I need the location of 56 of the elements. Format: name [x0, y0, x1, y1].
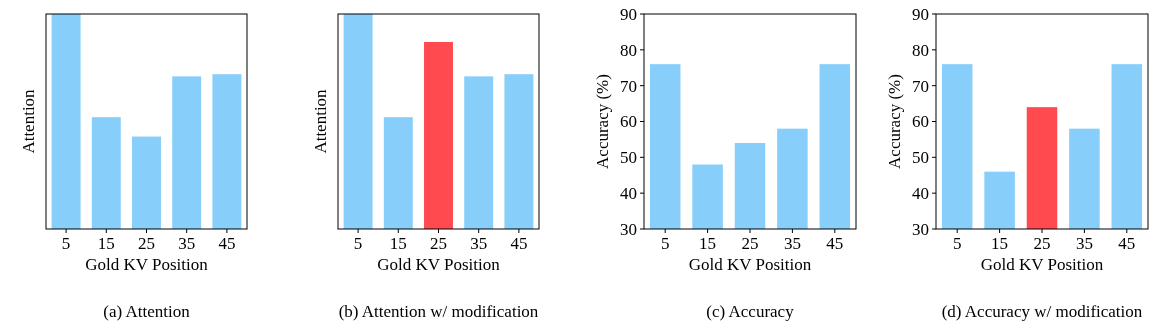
y-tick-label: 30: [912, 219, 929, 239]
y-tick-label: 80: [912, 40, 929, 60]
text: (d) Accuracy w/ modification: [941, 302, 1143, 321]
y-tick-label: 40: [912, 184, 929, 204]
y-axis-title: Accuracy (%): [593, 74, 612, 169]
bar: [504, 74, 534, 229]
bar: [172, 76, 202, 229]
y-tick-label: 70: [620, 76, 637, 96]
y-tick-label: 60: [620, 112, 637, 132]
bar: [212, 74, 242, 229]
y-tick-label: 80: [620, 40, 637, 60]
x-tick-label: 35: [1075, 234, 1093, 253]
x-tick-label: 45: [218, 234, 236, 253]
y-axis-title: Accuracy (%): [885, 74, 904, 169]
x-tick-label: 15: [699, 234, 717, 253]
x-tick-label: 35: [178, 234, 196, 253]
y-tick-label: 30: [620, 219, 637, 239]
y-tick-label: 40: [620, 184, 637, 204]
bar: [383, 117, 413, 229]
x-tick-label: 45: [1118, 234, 1136, 253]
bar: [343, 14, 373, 229]
x-tick-label: 25: [430, 234, 447, 253]
bar: [91, 117, 121, 229]
x-tick-label: 25: [741, 234, 759, 253]
text: (b) Attention w/ modification: [338, 302, 539, 321]
x-tick-label: 25: [1033, 234, 1051, 253]
x-axis-title: Gold KV Position: [980, 255, 1104, 274]
x-tick-label: 25: [138, 234, 155, 253]
x-axis-title: Gold KV Position: [85, 255, 209, 274]
y-tick-label: 90: [620, 4, 637, 24]
text: (c) Accuracy: [706, 302, 795, 321]
bar: [464, 76, 494, 229]
y-tick-label: 90: [912, 4, 929, 24]
x-tick-label: 15: [991, 234, 1009, 253]
x-tick-label: 5: [952, 234, 962, 253]
x-tick-label: 45: [510, 234, 528, 253]
y-axis-title: Attention: [19, 88, 38, 154]
x-tick-label: 35: [470, 234, 488, 253]
bar: [132, 136, 161, 229]
x-tick-label: 5: [61, 234, 71, 253]
x-tick-label: 5: [660, 234, 670, 253]
x-tick-label: 35: [783, 234, 801, 253]
y-tick-label: 70: [912, 76, 929, 96]
y-axis-title: Attention: [311, 88, 330, 154]
y-tick-label: 60: [912, 112, 929, 132]
bar: [51, 14, 81, 229]
y-tick-label: 50: [912, 148, 929, 168]
text: (a) Attention: [103, 302, 191, 321]
x-tick-label: 15: [389, 234, 407, 253]
x-tick-label: 45: [826, 234, 844, 253]
y-tick-label: 50: [620, 148, 637, 168]
x-tick-label: 5: [353, 234, 363, 253]
x-axis-title: Gold KV Position: [688, 255, 812, 274]
x-axis-title: Gold KV Position: [377, 255, 501, 274]
x-tick-label: 15: [97, 234, 115, 253]
bar: [424, 41, 453, 229]
